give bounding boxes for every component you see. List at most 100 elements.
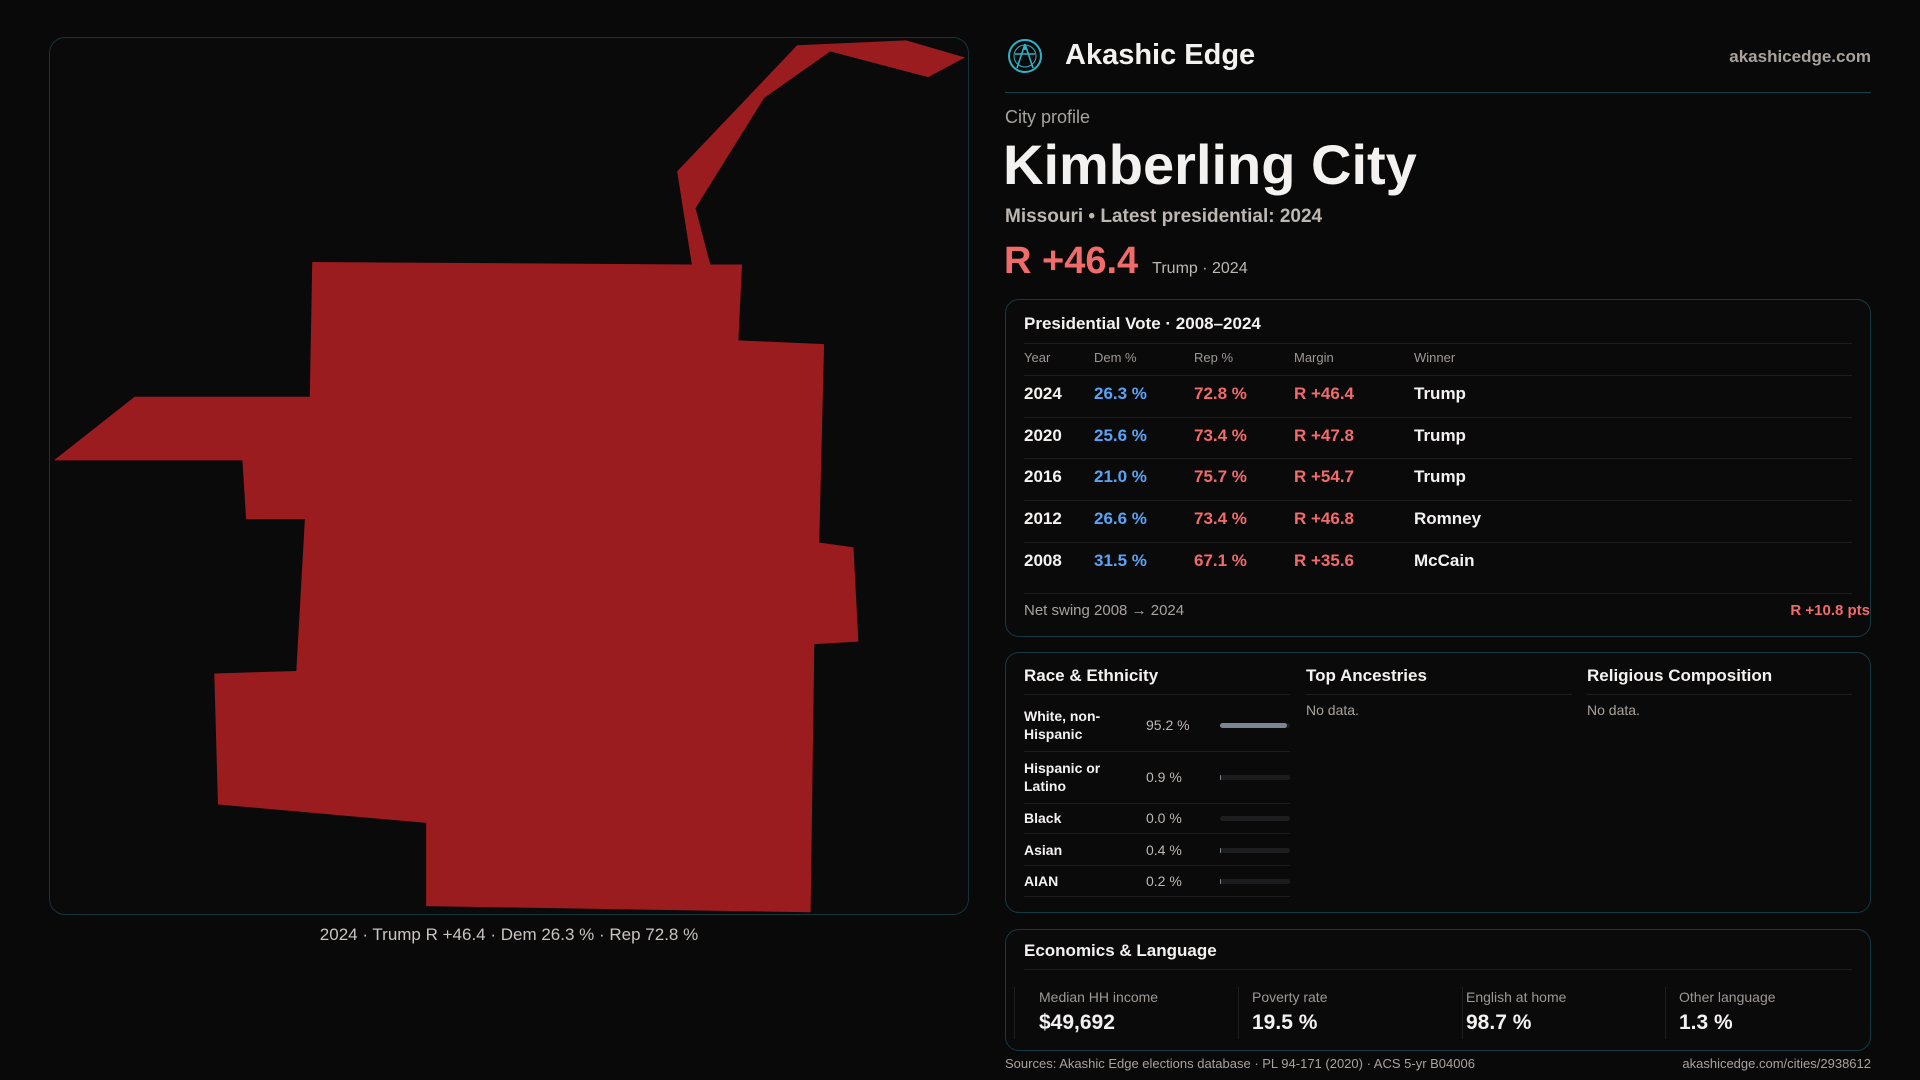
divider [1462,987,1463,1039]
divider [1024,593,1852,594]
divider [1587,694,1852,695]
race-bar [1220,879,1290,884]
stat-label: English at home [1466,989,1567,1005]
header-divider [1005,92,1871,93]
row-divider [1024,542,1852,543]
stat-value: $49,692 [1039,1011,1115,1034]
page-title: Kimberling City [1003,133,1417,196]
stat-value: 19.5 % [1252,1011,1318,1034]
col-winner: Winner [1414,350,1456,365]
cell-year: 2008 [1024,551,1062,570]
stat-label: Median HH income [1039,989,1159,1005]
row-divider [1024,833,1290,834]
economics-card [1005,929,1871,1051]
cell-rep: 73.4 % [1194,509,1247,528]
page-url-link[interactable]: akashicedge.com/cities/2938612 [1682,1056,1871,1071]
cell-margin: R +46.8 [1294,509,1355,528]
divider [1024,969,1852,970]
map-caption: 2024 · Trump R +46.4 · Dem 26.3 % · Rep … [319,925,699,944]
cell-dem: 25.6 % [1094,426,1147,445]
row-divider [1024,375,1852,376]
race-bar-fill [1220,775,1221,780]
race-label: Asian [1024,842,1063,858]
race-bar [1220,816,1290,821]
row-divider [1024,458,1852,459]
race-label: Hispanic or Latino [1024,760,1101,794]
brand-domain-link[interactable]: akashicedge.com [1729,47,1871,66]
cell-rep: 73.4 % [1194,426,1247,445]
cell-year: 2024 [1024,384,1062,403]
race-label: AIAN [1024,873,1059,889]
cell-winner: Trump [1414,384,1466,403]
cell-winner: McCain [1414,551,1475,570]
brand-name: Akashic Edge [1065,39,1256,71]
page-subtitle: Missouri • Latest presidential: 2024 [1005,206,1323,227]
headline-margin: R +46.4 [1004,240,1139,282]
cell-year: 2020 [1024,426,1062,445]
headline-margin-group: R +46.4 Trump · 2024 [1004,240,1248,283]
row-divider [1024,865,1290,866]
net-swing-label: Net swing 2008 → 2024 [1024,602,1185,619]
cell-dem: 21.0 % [1094,467,1147,486]
divider [1024,343,1852,344]
race-bar-fill [1220,723,1287,728]
economics-title: Economics & Language [1024,941,1217,960]
col-rep: Rep % [1194,350,1234,365]
cell-dem: 26.3 % [1094,384,1147,403]
cell-margin: R +47.8 [1294,426,1355,445]
cell-winner: Trump [1414,426,1466,445]
sources-text: Sources: Akashic Edge elections database… [1005,1056,1475,1071]
race-pct: 0.0 % [1146,810,1182,826]
city-boundary-shape[interactable] [53,40,965,913]
race-pct: 0.4 % [1146,842,1182,858]
race-pct: 95.2 % [1146,717,1190,733]
race-label: White, non-Hispanic [1024,708,1101,742]
page-kicker: City profile [1005,107,1091,127]
race-pct: 0.9 % [1146,769,1182,785]
cell-rep: 72.8 % [1194,384,1247,403]
divider [1014,987,1015,1039]
cell-winner: Romney [1414,509,1482,528]
cell-winner: Trump [1414,467,1466,486]
religion-title: Religious Composition [1587,666,1773,685]
cell-rep: 67.1 % [1194,551,1247,570]
headline-margin-note: Trump · 2024 [1152,260,1248,277]
row-divider [1024,803,1290,804]
row-divider [1024,751,1290,752]
cell-margin: R +46.4 [1294,384,1355,403]
divider [1024,694,1290,695]
ancestries-empty: No data. [1306,702,1359,718]
race-pct: 0.2 % [1146,873,1182,889]
compass-figure-icon [1008,39,1042,73]
divider [1306,694,1572,695]
religion-empty: No data. [1587,702,1640,718]
col-dem: Dem % [1094,350,1137,365]
card-title: Presidential Vote · 2008–2024 [1024,314,1261,333]
race-title: Race & Ethnicity [1024,666,1159,685]
cell-year: 2012 [1024,509,1062,528]
cell-margin: R +54.7 [1294,467,1355,486]
stat-value: 98.7 % [1466,1011,1532,1034]
row-divider [1024,896,1290,897]
cell-dem: 26.6 % [1094,509,1147,528]
presidential-vote-card [1005,299,1871,637]
divider [1665,987,1666,1039]
cell-margin: R +35.6 [1294,551,1355,570]
demographics-card [1005,652,1871,913]
race-bar [1220,775,1290,780]
cell-dem: 31.5 % [1094,551,1147,570]
footer: Sources: Akashic Edge elections database… [1005,1056,1871,1071]
row-divider [1024,417,1852,418]
stat-value: 1.3 % [1679,1011,1733,1034]
stat-label: Other language [1679,989,1776,1005]
cell-rep: 75.7 % [1194,467,1247,486]
col-year: Year [1024,350,1051,365]
col-margin: Margin [1294,350,1334,365]
stat-label: Poverty rate [1252,989,1328,1005]
ancestries-title: Top Ancestries [1306,666,1427,685]
cell-year: 2016 [1024,467,1062,486]
net-swing-value: R +10.8 pts [1790,602,1870,619]
race-label: Black [1024,810,1062,826]
race-bar [1220,848,1290,853]
